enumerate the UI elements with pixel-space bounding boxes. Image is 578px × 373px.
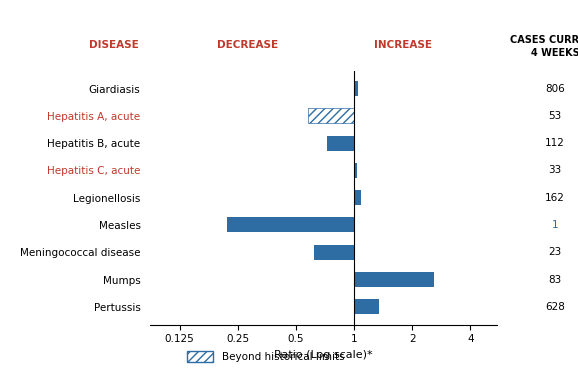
Bar [354, 299, 379, 314]
Bar [327, 136, 354, 151]
Text: INCREASE: INCREASE [375, 40, 432, 50]
Text: DECREASE: DECREASE [217, 40, 278, 50]
Text: 83: 83 [549, 275, 561, 285]
Bar [354, 163, 357, 178]
Bar [314, 245, 354, 260]
Bar [227, 217, 354, 232]
Text: 53: 53 [549, 111, 561, 121]
Text: 4 WEEKS: 4 WEEKS [531, 48, 578, 58]
Text: DISEASE: DISEASE [89, 40, 139, 50]
Text: 112: 112 [545, 138, 565, 148]
Bar [309, 109, 354, 123]
Text: 628: 628 [545, 302, 565, 312]
Text: 23: 23 [549, 247, 561, 257]
Text: 806: 806 [545, 84, 565, 94]
Bar [354, 81, 358, 96]
Text: 1: 1 [551, 220, 558, 230]
Text: 33: 33 [549, 165, 561, 175]
Bar [354, 272, 434, 287]
Bar [354, 190, 361, 205]
Legend: Beyond historical limits: Beyond historical limits [183, 347, 349, 366]
Text: CASES CURRENT: CASES CURRENT [510, 35, 578, 45]
Text: 162: 162 [545, 193, 565, 203]
X-axis label: Ratio (Log scale)*: Ratio (Log scale)* [275, 350, 373, 360]
